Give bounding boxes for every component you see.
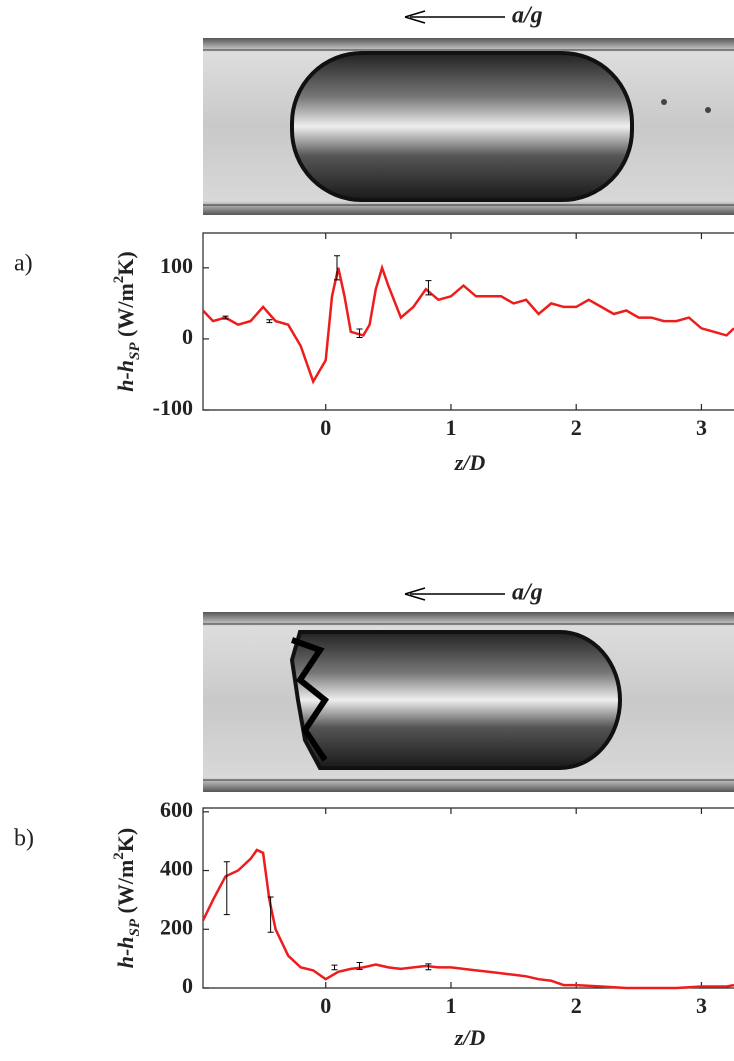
error-bar: [425, 963, 432, 971]
x-tick-label: 0: [320, 415, 331, 440]
y-axis-label-part: SP: [127, 918, 143, 936]
x-axis-label: z/D: [454, 450, 486, 475]
y-axis-label-part: SP: [127, 342, 143, 360]
x-tick-label: 1: [445, 993, 456, 1018]
y-axis-label-part: h-h: [113, 360, 138, 392]
y-axis-label-part: (W/m: [113, 860, 138, 919]
y-axis-label-part: K): [113, 251, 138, 275]
y-axis-label: h-hSP (W/m2K): [111, 251, 143, 392]
data-line: [201, 848, 734, 990]
error-bar: [222, 315, 229, 320]
panel-label: a): [14, 251, 33, 277]
x-tick-label: 2: [571, 415, 582, 440]
y-tick-label: 200: [160, 914, 193, 939]
arrow-a: [404, 10, 505, 24]
error-bar: [356, 961, 363, 971]
y-axis-label-part: 2: [111, 276, 127, 284]
y-tick-label: 400: [160, 856, 193, 881]
y-axis-label-part: (W/m: [113, 283, 138, 342]
error-bar: [267, 896, 274, 933]
y-tick-label: 0: [182, 973, 193, 998]
x-tick-label: 3: [696, 415, 707, 440]
y-axis-label-part: 2: [111, 852, 127, 860]
y-tick-label: 100: [160, 253, 193, 278]
x-tick-label: 0: [320, 993, 331, 1018]
x-tick-label: 1: [445, 415, 456, 440]
data-line: [202, 263, 734, 385]
x-tick-label: 2: [571, 993, 582, 1018]
arrow-b: [404, 587, 505, 601]
error-bar: [266, 319, 273, 324]
photo-b: [203, 612, 734, 792]
y-tick-label: -100: [153, 395, 193, 420]
error-bar: [223, 861, 230, 916]
x-axis-label: z/D: [454, 1025, 486, 1050]
y-axis-label-part: h-h: [113, 936, 138, 968]
axes-frame: [202, 807, 734, 989]
y-axis-label-part: K): [113, 828, 138, 852]
error-bar: [356, 328, 363, 338]
annotation: a/g: [512, 3, 543, 29]
photo-a: [203, 38, 734, 215]
x-tick-label: 3: [696, 993, 707, 1018]
y-tick-label: 600: [160, 797, 193, 822]
panel-label: b): [14, 826, 34, 852]
error-bar: [334, 255, 341, 281]
annotation: a/g: [512, 580, 543, 606]
error-bar: [425, 280, 432, 296]
y-axis-label: h-hSP (W/m2K): [111, 828, 143, 969]
axes-frame: [202, 232, 734, 411]
y-tick-label: 0: [182, 324, 193, 349]
error-bar: [331, 964, 338, 971]
